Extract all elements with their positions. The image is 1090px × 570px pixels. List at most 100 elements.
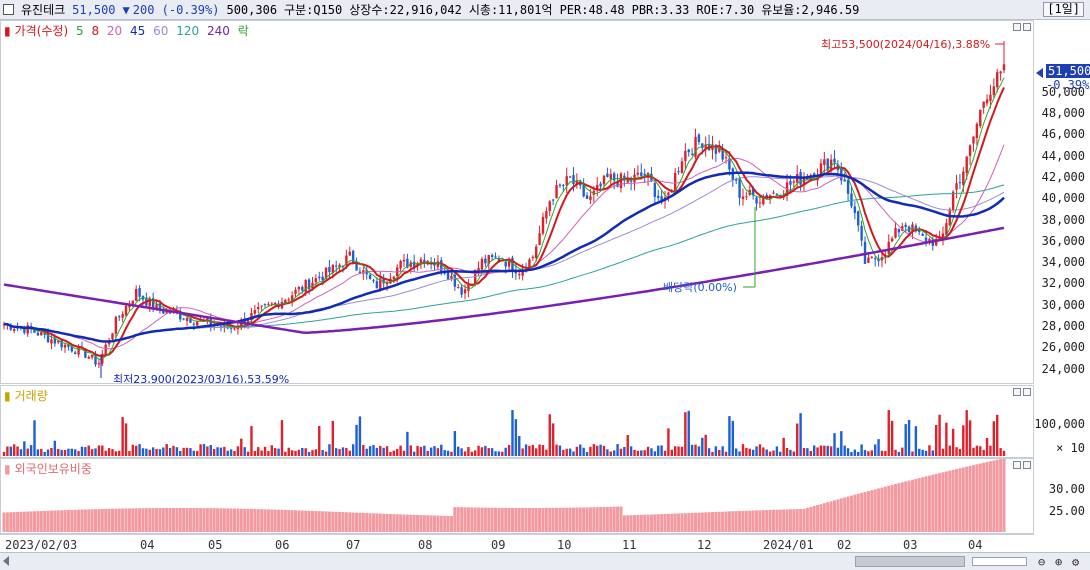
candle-body [602, 175, 606, 185]
volume-bar [331, 420, 335, 456]
panel-minimize-button[interactable] [1013, 388, 1021, 396]
scroll-left-icon[interactable] [3, 556, 9, 566]
chart-scrollbar[interactable]: ⊖ ⊕ ⚙ [0, 552, 1090, 570]
legend-ma45[interactable]: 45 [130, 24, 146, 38]
volume-bar [758, 444, 762, 456]
foreign-bar [497, 507, 501, 532]
foreign-bar [253, 509, 257, 532]
foreign-bar [663, 513, 667, 532]
zoom-in-icon[interactable]: ⊕ [1055, 555, 1063, 569]
foreign-bar [110, 508, 114, 532]
volume-bar [579, 444, 582, 456]
price-pointer-icon [1036, 68, 1043, 78]
volume-bar [629, 446, 633, 456]
foreign-bar [575, 507, 579, 532]
volume-bar [745, 447, 748, 456]
candle-body [253, 310, 257, 314]
candle-body [158, 303, 162, 310]
panel-minimize-button[interactable] [1013, 461, 1021, 469]
volume-chart-canvas[interactable] [1, 386, 1034, 458]
zoom-slider[interactable] [972, 557, 1027, 566]
zoom-out-icon[interactable]: ⊖ [1038, 555, 1046, 569]
panel-close-button[interactable] [1023, 461, 1031, 469]
foreign-bar [39, 511, 43, 532]
candle-body [318, 276, 321, 279]
foreign-bar [955, 469, 959, 532]
candle-body [843, 179, 846, 182]
foreign-bar [941, 472, 945, 532]
foreign-bar [148, 508, 152, 532]
volume-bar [616, 444, 619, 456]
candle-body [206, 318, 209, 321]
legend-ma120[interactable]: 120 [176, 24, 200, 38]
settings-icon[interactable]: ⚙ [1072, 555, 1080, 569]
volume-bar [999, 448, 1002, 456]
period-button[interactable]: [1일] [1043, 2, 1084, 17]
price-change: 200 (-0.39%) [132, 2, 220, 17]
legend-drop[interactable]: 락 [237, 24, 249, 38]
foreign-bar [80, 509, 84, 532]
volume-bar [229, 449, 233, 456]
volume-bar [962, 425, 965, 456]
foreign-bar [202, 508, 206, 532]
volume-bar [697, 446, 701, 456]
candle-body [57, 340, 60, 343]
volume-bar [928, 445, 931, 456]
candle-body [741, 196, 745, 200]
foreign-chart-canvas[interactable] [1, 459, 1034, 534]
candle-body [823, 159, 826, 166]
foreign-bar [673, 513, 677, 532]
volume-bar [850, 451, 853, 456]
volume-bar [375, 447, 379, 456]
foreign-bar [595, 507, 599, 532]
candle-body [399, 261, 402, 269]
legend-price[interactable]: 가격(수정) [14, 24, 69, 38]
candle-body [179, 312, 182, 320]
volume-bar [707, 448, 711, 456]
volume-bar [782, 437, 785, 456]
candle-body [375, 281, 379, 289]
legend-ma60[interactable]: 60 [153, 24, 169, 38]
volume-bar [60, 449, 63, 456]
volume-bar [701, 437, 704, 456]
candle-body [775, 194, 779, 196]
price-chart-canvas[interactable] [1, 21, 1034, 384]
volume-bar [253, 451, 257, 456]
volume-bar [348, 450, 351, 456]
ma5-line [4, 77, 1005, 360]
candle-body [138, 288, 141, 297]
volume-bar [304, 448, 307, 456]
panel-close-button[interactable] [1023, 23, 1031, 31]
foreign-bar [710, 512, 714, 532]
legend-ma5[interactable]: 5 [75, 24, 84, 38]
foreign-bar [897, 483, 901, 532]
foreign-bar [629, 515, 633, 532]
foreign-bar [880, 487, 884, 532]
foreign-bar [317, 511, 321, 532]
candle-body [90, 354, 94, 358]
foreign-bar [771, 509, 775, 532]
legend-ma20[interactable]: 20 [106, 24, 123, 38]
volume-bar [1002, 450, 1006, 456]
date-label: 2024/01 [763, 538, 814, 552]
volume-title[interactable]: 거래량 [14, 389, 48, 403]
foreign-title[interactable]: 외국인보유비중 [14, 462, 92, 476]
panel-minimize-button[interactable] [1013, 23, 1021, 31]
volume-bar [704, 434, 707, 456]
date-label: 12 [697, 538, 712, 552]
foreign-bar [212, 508, 216, 532]
foreign-bar [314, 511, 318, 532]
down-arrow-icon: ▼ [122, 2, 130, 17]
scroll-thumb[interactable] [855, 556, 965, 567]
checkbox[interactable] [3, 4, 14, 15]
volume-bar [911, 451, 914, 456]
foreign-bar [582, 507, 586, 532]
volume-bar [585, 451, 589, 456]
legend-ma8[interactable]: 8 [91, 24, 100, 38]
legend-ma240[interactable]: 240 [206, 24, 230, 38]
foreign-bar [29, 511, 33, 532]
volume-bar [409, 445, 412, 456]
volume-bar [633, 449, 636, 456]
panel-close-button[interactable] [1023, 388, 1031, 396]
foreign-bar [975, 464, 979, 532]
